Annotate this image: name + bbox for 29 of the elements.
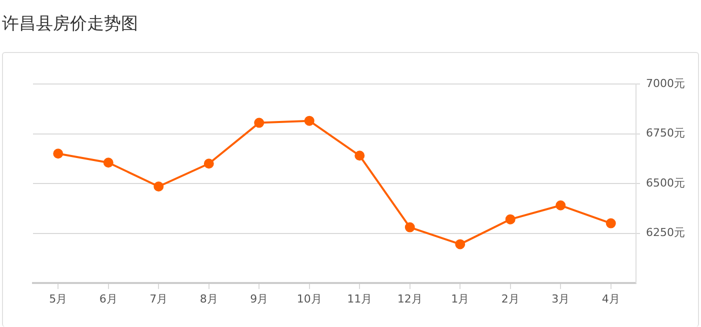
point — [404, 222, 415, 232]
point — [505, 214, 516, 224]
x-tick-label: 6月 — [99, 292, 118, 306]
point — [304, 116, 314, 126]
x-tick-label: 5月 — [49, 292, 68, 306]
y-tick-label: 6250元 — [646, 226, 685, 240]
chart-title: 许昌县房价走势图 — [2, 13, 138, 35]
x-tick-label: 11月 — [347, 292, 372, 306]
y-tick-label: 6750元 — [646, 126, 685, 140]
y-tick-label: 6500元 — [646, 176, 685, 190]
point — [103, 158, 114, 168]
point — [254, 118, 264, 128]
x-tick-label: 8月 — [200, 292, 218, 306]
x-tick-label: 2月 — [501, 292, 520, 306]
y-tick-label: 7000元 — [646, 76, 685, 90]
point — [606, 218, 616, 228]
point — [204, 158, 214, 169]
point — [53, 148, 64, 159]
x-tick-label: 7月 — [150, 292, 168, 306]
x-tick-label: 4月 — [602, 292, 620, 306]
x-tick-label: 3月 — [552, 292, 570, 306]
x-tick-label: 1月 — [451, 292, 470, 306]
point — [556, 200, 566, 210]
x-tick-label: 10月 — [296, 292, 322, 306]
x-tick-label: 12月 — [397, 292, 422, 306]
point — [455, 239, 466, 250]
point — [354, 150, 365, 161]
x-tick-label: 9月 — [250, 292, 268, 306]
point — [154, 181, 164, 192]
